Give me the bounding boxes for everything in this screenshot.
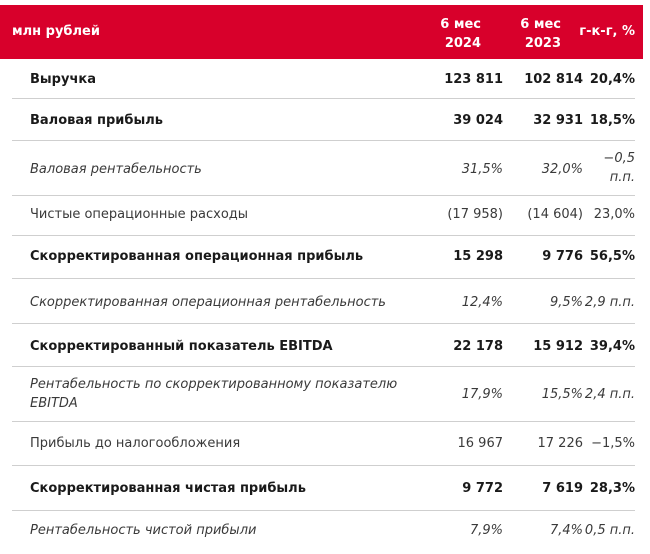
table-row: Валовая рентабельность 31,5% 32,0% −0,5 … xyxy=(12,141,635,196)
row-label: Рентабельность по скорректированному пок… xyxy=(30,375,397,413)
row-label: Скорректированная операционная рентабель… xyxy=(30,295,386,310)
value-2024: 123 811 xyxy=(444,72,503,87)
row-label: Прибыль до налогообложения xyxy=(30,436,241,451)
table-row: Чистые операционные расходы (17 958) (14… xyxy=(12,196,635,236)
value-yoy: 0,5 п.п. xyxy=(584,523,635,538)
value-2024: 7,9% xyxy=(469,523,503,538)
table-row: Выручка 123 811 102 814 20,4% xyxy=(12,59,635,99)
value-2024: 17,9% xyxy=(461,387,503,402)
value-2023: 7 619 xyxy=(542,481,583,496)
row-label: Скорректированная чистая прибыль xyxy=(30,481,306,496)
row-label: Рентабельность чистой прибыли xyxy=(30,523,257,538)
row-label: Валовая рентабельность xyxy=(30,162,202,177)
table-row: Скорректированная операционная рентабель… xyxy=(12,279,635,324)
value-yoy: 20,4% xyxy=(589,72,635,87)
value-2023: 32,0% xyxy=(541,162,583,177)
table-row: Прибыль до налогообложения 16 967 17 226… xyxy=(12,422,635,466)
value-2023: 15,5% xyxy=(541,387,583,402)
header-col-2023: 6 мес 2023 xyxy=(520,15,561,53)
value-2023: 102 814 xyxy=(524,72,583,87)
header-col-2024-period: 6 мес xyxy=(440,17,481,32)
value-yoy: 18,5% xyxy=(589,113,635,128)
value-2024: 39 024 xyxy=(453,113,503,128)
value-yoy: 2,4 п.п. xyxy=(584,387,635,402)
header-col-2024: 6 мес 2024 xyxy=(440,15,481,53)
value-2023: 32 931 xyxy=(533,113,583,128)
value-2024: 22 178 xyxy=(453,339,503,354)
value-2024: 15 298 xyxy=(453,249,503,264)
value-2024: 12,4% xyxy=(461,295,503,310)
value-yoy: 39,4% xyxy=(589,339,635,354)
table-row: Скорректированная чистая прибыль 9 772 7… xyxy=(12,466,635,511)
value-yoy-number: −0,5 xyxy=(603,151,635,166)
header-units: млн рублей xyxy=(12,24,100,39)
value-2024: (17 958) xyxy=(447,207,503,222)
value-yoy: 28,3% xyxy=(589,481,635,496)
value-2023: 15 912 xyxy=(533,339,583,354)
value-yoy-unit: п.п. xyxy=(609,170,635,185)
table-row: Рентабельность по скорректированному пок… xyxy=(12,367,635,422)
table-header: млн рублей 6 мес 2024 6 мес 2023 г-к-г, … xyxy=(0,5,643,59)
row-label: Валовая прибыль xyxy=(30,113,163,128)
header-col-2024-year: 2024 xyxy=(444,36,481,51)
value-2023: 17 226 xyxy=(537,436,584,451)
value-2024: 9 772 xyxy=(462,481,503,496)
table-row: Валовая прибыль 39 024 32 931 18,5% xyxy=(12,99,635,141)
header-col-2023-year: 2023 xyxy=(524,36,561,51)
value-yoy: 2,9 п.п. xyxy=(584,295,635,310)
value-yoy: −1,5% xyxy=(591,436,635,451)
value-2023: 9 776 xyxy=(542,249,583,264)
value-2024: 16 967 xyxy=(457,436,504,451)
table-row: Скорректированная операционная прибыль 1… xyxy=(12,236,635,279)
value-yoy: 56,5% xyxy=(589,249,635,264)
table-row: Скорректированный показатель EBITDA 22 1… xyxy=(12,324,635,367)
row-label: Чистые операционные расходы xyxy=(30,207,249,222)
value-yoy: −0,5 п.п. xyxy=(603,149,635,187)
row-label: Выручка xyxy=(30,72,96,87)
row-label: Скорректированная операционная прибыль xyxy=(30,249,364,264)
header-col-yoy: г-к-г, % xyxy=(579,24,635,39)
row-label-line2: EBITDA xyxy=(30,396,78,411)
value-2023: 7,4% xyxy=(549,523,583,538)
value-2023: 9,5% xyxy=(549,295,583,310)
table-row: Рентабельность чистой прибыли 7,9% 7,4% … xyxy=(12,511,635,553)
value-2023: (14 604) xyxy=(527,207,583,222)
row-label: Скорректированный показатель EBITDA xyxy=(30,339,333,354)
header-col-2023-period: 6 мес xyxy=(520,17,561,32)
value-2024: 31,5% xyxy=(461,162,503,177)
row-label-line1: Рентабельность по скорректированному пок… xyxy=(30,377,398,392)
value-yoy: 23,0% xyxy=(593,207,635,222)
